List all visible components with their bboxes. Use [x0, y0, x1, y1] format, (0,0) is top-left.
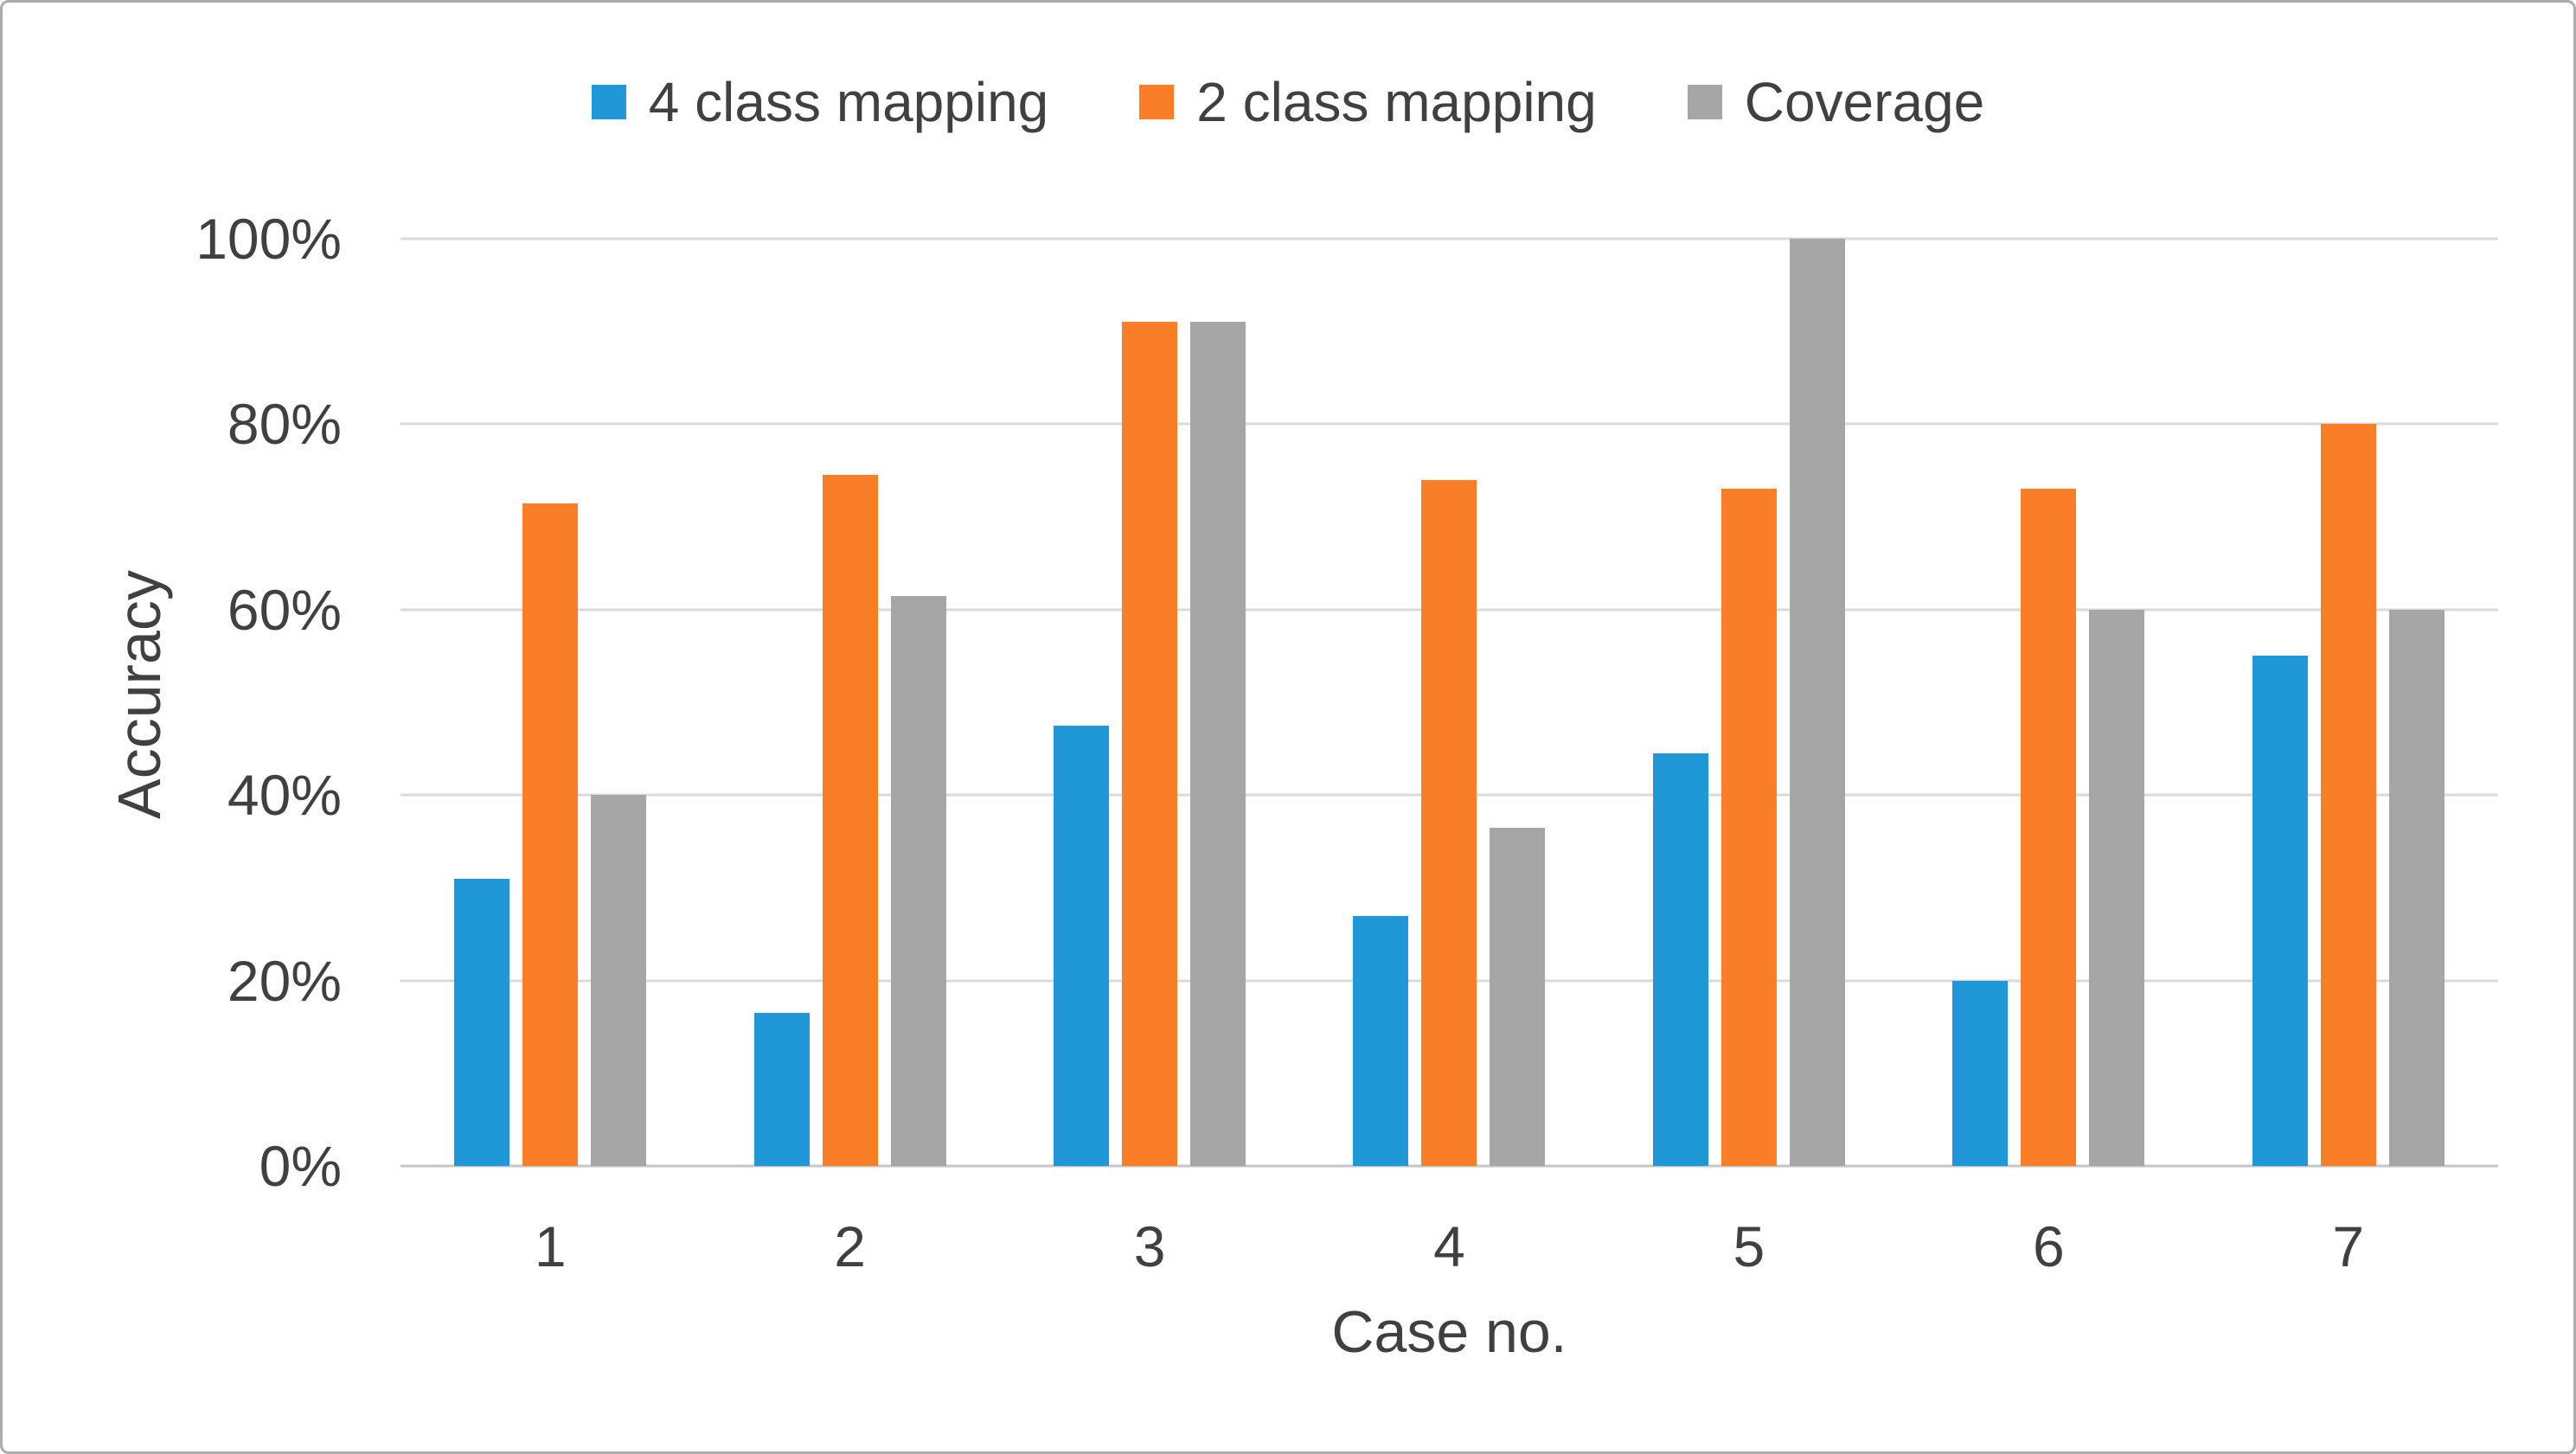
legend-swatch-icon	[1687, 85, 1722, 119]
bar-2-class-mapping-case-1	[522, 503, 579, 1166]
y-tick-label: 40%	[227, 763, 342, 828]
y-axis-title: Accuracy	[106, 570, 173, 819]
bar-2-class-mapping-case-7	[2320, 424, 2376, 1166]
legend-item-2-class-mapping: 2 class mapping	[1139, 70, 1597, 134]
y-tick-label: 100%	[195, 207, 342, 271]
bar-2-class-mapping-case-6	[2021, 489, 2077, 1166]
x-axis-title: Case no.	[1331, 1299, 1567, 1365]
bar-coverage-case-4	[1490, 827, 1546, 1166]
gridline-100	[400, 237, 2498, 240]
legend-label: Coverage	[1744, 71, 1985, 133]
bar-coverage-case-3	[1190, 322, 1246, 1166]
bar-group-case-7	[2199, 239, 2498, 1166]
bar-coverage-case-2	[890, 595, 946, 1166]
x-tick-label: 4	[1433, 1214, 1465, 1278]
bar-4-class-mapping-case-4	[1353, 915, 1409, 1166]
x-tick-label: 5	[1733, 1214, 1765, 1278]
bar-group-case-1	[400, 239, 700, 1166]
legend-item-4-class-mapping: 4 class mapping	[591, 70, 1049, 134]
legend-swatch-icon	[591, 85, 626, 119]
bar-2-class-mapping-case-4	[1421, 479, 1477, 1166]
bar-coverage-case-7	[2388, 609, 2445, 1166]
x-tick-label: 6	[2032, 1214, 2065, 1278]
bar-coverage-case-6	[2089, 609, 2145, 1166]
legend-label: 4 class mapping	[648, 71, 1049, 133]
bar-coverage-case-1	[591, 795, 647, 1166]
bar-4-class-mapping-case-5	[1652, 753, 1708, 1166]
gridline-80	[400, 422, 2498, 426]
bar-group-case-4	[1299, 239, 1599, 1166]
y-tick-label: 80%	[227, 392, 342, 457]
bar-2-class-mapping-case-3	[1122, 322, 1178, 1166]
y-tick-label: 60%	[227, 577, 342, 642]
bar-4-class-mapping-case-3	[1054, 725, 1110, 1166]
x-tick-label: 7	[2332, 1214, 2365, 1278]
legend-swatch-icon	[1139, 85, 1175, 119]
x-tick-label: 1	[534, 1214, 567, 1278]
bar-groups	[400, 239, 2498, 1166]
bar-4-class-mapping-case-7	[2252, 656, 2308, 1166]
bar-group-case-3	[1000, 239, 1299, 1166]
bar-group-case-6	[1899, 239, 2198, 1166]
bar-2-class-mapping-case-5	[1721, 489, 1777, 1166]
plot-area: 0% 20% 40% 60% 80% 100% 1 2 3 4 5 6 7	[195, 210, 2498, 1278]
legend-item-coverage: Coverage	[1687, 70, 1985, 134]
x-axis-tick-labels: 1 2 3 4 5 6 7	[400, 1166, 2498, 1279]
x-tick-label: 3	[1133, 1214, 1166, 1278]
bar-coverage-case-5	[1789, 239, 1845, 1166]
y-tick-label: 0%	[259, 1134, 342, 1198]
bar-4-class-mapping-case-2	[753, 1013, 810, 1166]
bar-4-class-mapping-case-1	[454, 878, 510, 1166]
y-tick-label: 20%	[227, 948, 342, 1013]
x-tick-label: 2	[834, 1214, 866, 1278]
gridline-0	[400, 1164, 2498, 1168]
bar-4-class-mapping-case-6	[1952, 980, 2009, 1166]
chart-legend: 4 class mapping 2 class mapping Coverage	[3, 70, 2573, 134]
bar-2-class-mapping-case-2	[822, 475, 878, 1166]
legend-label: 2 class mapping	[1196, 71, 1597, 133]
bar-group-case-2	[700, 239, 999, 1166]
bar-group-case-5	[1599, 239, 1899, 1166]
